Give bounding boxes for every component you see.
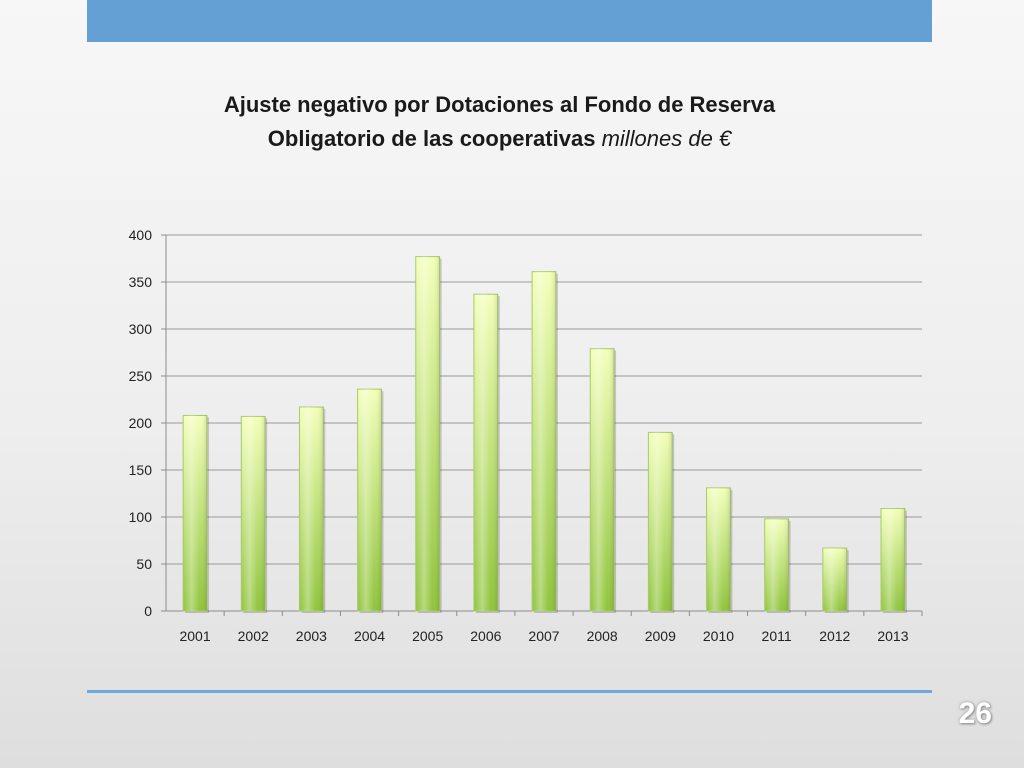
bar-highlight bbox=[183, 415, 207, 611]
x-tick-label: 2005 bbox=[412, 628, 443, 644]
bar-highlight bbox=[706, 487, 731, 611]
bar-highlight bbox=[590, 348, 615, 611]
x-tick-label: 2013 bbox=[877, 628, 908, 644]
bar-highlight bbox=[881, 508, 905, 611]
bar-highlight bbox=[648, 432, 673, 611]
y-tick-label: 0 bbox=[144, 603, 152, 619]
chart-title-unit: millones de € bbox=[601, 126, 732, 151]
x-tick-label: 2011 bbox=[762, 628, 792, 644]
y-tick-label: 200 bbox=[129, 415, 153, 431]
chart-title-line1: Ajuste negativo por Dotaciones al Fondo … bbox=[223, 92, 776, 117]
top-banner bbox=[87, 0, 932, 42]
chart-title: Ajuste negativo por Dotaciones al Fondo … bbox=[87, 88, 912, 156]
y-tick-label: 100 bbox=[129, 509, 153, 525]
x-tick-label: 2010 bbox=[703, 628, 734, 644]
footer-divider bbox=[87, 690, 932, 693]
x-tick-label: 2012 bbox=[819, 628, 850, 644]
bar-highlight bbox=[473, 294, 498, 611]
bar-highlight bbox=[241, 416, 266, 611]
x-tick-label: 2008 bbox=[587, 628, 618, 644]
chart-title-line2: Obligatorio de las cooperativas millones… bbox=[267, 126, 732, 151]
x-tick-label: 2001 bbox=[179, 628, 210, 644]
bar-highlight bbox=[764, 518, 789, 611]
x-tick-label: 2004 bbox=[354, 628, 385, 644]
x-tick-label: 2003 bbox=[296, 628, 327, 644]
x-tick-label: 2002 bbox=[238, 628, 269, 644]
bar-highlight bbox=[415, 256, 440, 611]
bar-highlight bbox=[299, 407, 324, 611]
page-number: 26 bbox=[958, 697, 992, 730]
y-tick-label: 50 bbox=[136, 556, 152, 572]
x-tick-label: 2006 bbox=[470, 628, 501, 644]
y-tick-label: 250 bbox=[129, 368, 153, 384]
y-tick-label: 300 bbox=[129, 321, 153, 337]
y-tick-label: 400 bbox=[129, 227, 153, 243]
bar-highlight bbox=[822, 548, 847, 611]
bar-highlight bbox=[357, 389, 382, 611]
x-tick-label: 2009 bbox=[645, 628, 676, 644]
y-tick-label: 350 bbox=[129, 274, 153, 290]
bar-highlight bbox=[532, 271, 556, 611]
y-tick-label: 150 bbox=[129, 462, 153, 478]
x-tick-label: 2007 bbox=[528, 628, 559, 644]
